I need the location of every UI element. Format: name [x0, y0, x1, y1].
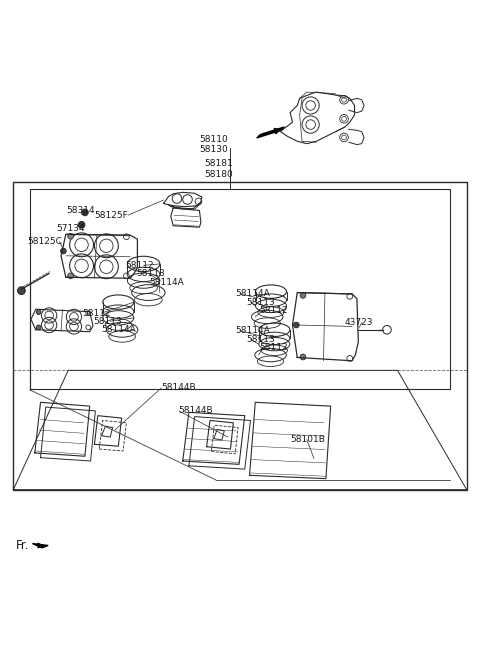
Text: 58114A: 58114A — [235, 289, 270, 298]
Circle shape — [300, 354, 306, 360]
Text: 57134: 57134 — [56, 224, 85, 233]
Circle shape — [18, 287, 25, 294]
Circle shape — [300, 292, 306, 298]
Text: 58113: 58113 — [246, 298, 275, 307]
Text: 58125F: 58125F — [95, 211, 128, 220]
Text: 58125C: 58125C — [28, 237, 62, 246]
Text: 58113: 58113 — [246, 335, 275, 344]
Text: 58113: 58113 — [136, 270, 165, 278]
Text: 58112: 58112 — [125, 261, 154, 270]
Text: 58314: 58314 — [66, 206, 95, 215]
Circle shape — [36, 325, 41, 330]
Bar — [13, 182, 467, 489]
Circle shape — [68, 273, 73, 279]
Polygon shape — [257, 127, 284, 138]
Circle shape — [68, 233, 73, 239]
Text: 58112: 58112 — [83, 309, 111, 318]
Text: 58112: 58112 — [259, 306, 288, 315]
Text: 58144B: 58144B — [178, 406, 213, 415]
Bar — [30, 189, 450, 389]
Text: 58114A: 58114A — [235, 326, 270, 335]
Circle shape — [82, 209, 88, 216]
Text: 43723: 43723 — [345, 318, 373, 327]
Circle shape — [293, 322, 299, 328]
Circle shape — [78, 222, 85, 228]
Polygon shape — [33, 543, 48, 548]
Text: 58114A: 58114A — [149, 278, 184, 287]
Text: 58144B: 58144B — [161, 384, 196, 393]
Circle shape — [60, 248, 66, 254]
Text: 58110
58130: 58110 58130 — [199, 135, 228, 154]
Circle shape — [36, 310, 41, 315]
Text: 58181
58180: 58181 58180 — [204, 159, 233, 179]
Text: 58113: 58113 — [93, 317, 122, 326]
Text: Fr.: Fr. — [16, 539, 29, 552]
Text: 58101B: 58101B — [290, 435, 325, 444]
Text: 58112: 58112 — [259, 343, 288, 352]
Text: 58114A: 58114A — [102, 325, 136, 334]
